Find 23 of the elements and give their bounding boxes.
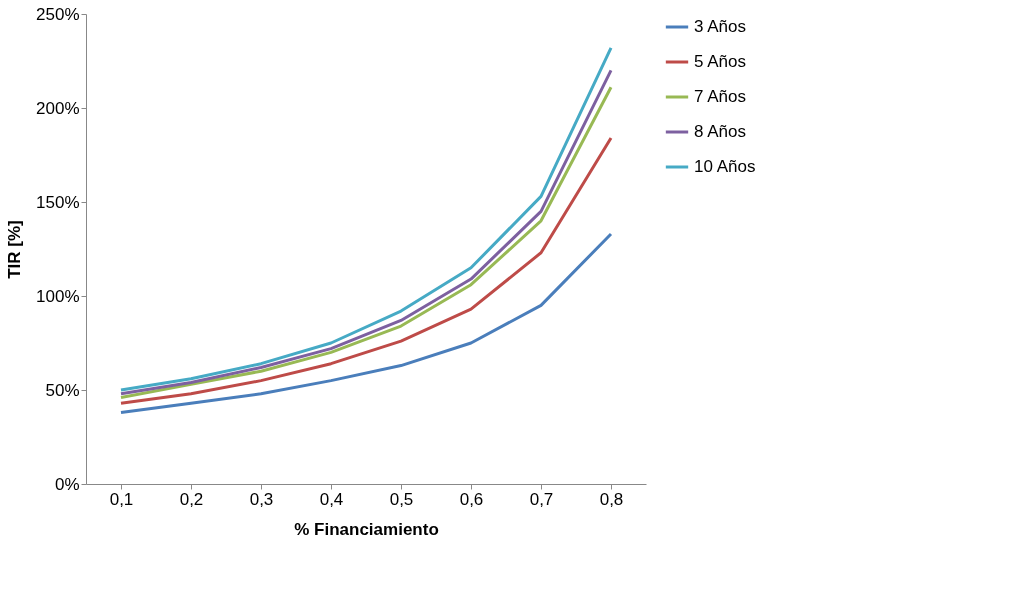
x-tick-label: 0,5 [389, 489, 414, 509]
line-series [119, 136, 613, 405]
y-axis-title: TIR [%] [5, 220, 25, 279]
x-tick-label: 0,3 [249, 489, 274, 509]
legend-label: 8 Años [694, 122, 746, 141]
x-tick-label: 0,7 [529, 489, 554, 509]
x-tick-label: 0,8 [599, 489, 624, 509]
x-tick-label: 0,1 [109, 489, 134, 509]
line-series [119, 232, 613, 415]
x-tick-label: 0,6 [459, 489, 484, 509]
y-tick-label: 250% [36, 4, 80, 24]
x-tick-label: 0,2 [179, 489, 204, 509]
y-tick-label: 100% [36, 286, 80, 306]
legend-label: 3 Años [694, 17, 746, 36]
legend-label: 5 Años [694, 52, 746, 71]
y-tick-label: 0% [54, 474, 80, 494]
legend-label: 10 Años [694, 157, 756, 176]
y-tick-label: 50% [45, 380, 80, 400]
x-tick-label: 0,4 [319, 489, 344, 509]
y-tick-label: 200% [36, 98, 80, 118]
y-tick-label: 150% [36, 192, 80, 212]
legend-label: 7 Años [694, 87, 746, 106]
x-axis-title: % Financiamiento [294, 519, 439, 539]
